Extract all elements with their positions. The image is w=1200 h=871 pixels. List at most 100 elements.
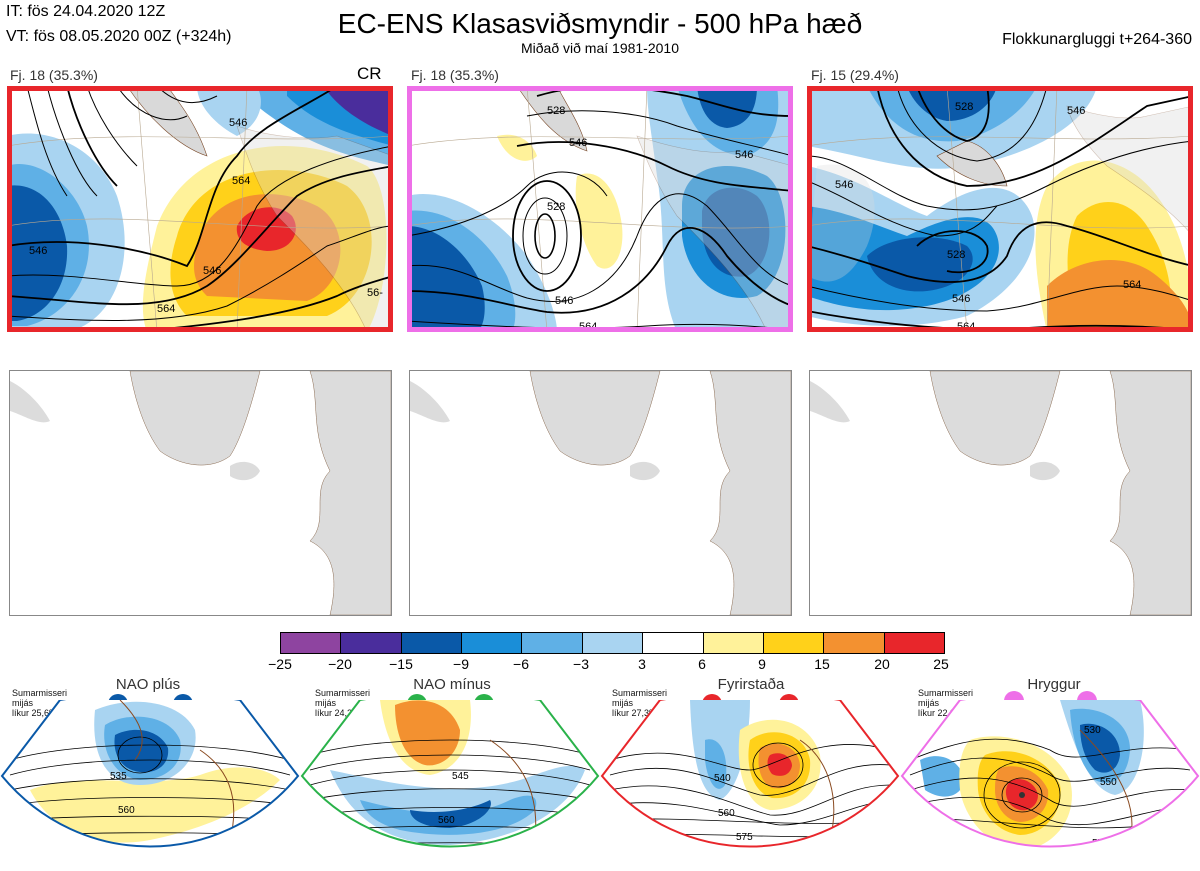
regime-title-blocking: Fyrirstaða [717,676,785,693]
nao-plus-fan-outline [0,700,300,848]
regime-title-nao-plus: NAO plús [115,676,181,693]
colorbar-tick: 3 [638,656,646,672]
panel-1-cr-label: CR [357,64,382,83]
regime-title-nao-minus: NAO mínus [413,676,491,693]
nao-plus-contour-label: 535 [110,771,127,782]
colorbar-tick: −20 [328,656,352,672]
cluster-map-2-svg: 528 546 528 546 546 564 [407,86,793,332]
colorbar-tick: 25 [933,656,949,672]
panel-3-contour-label: 528 [955,101,973,113]
panel-1-contour-label: 546 [229,117,247,129]
colorbar-tick: 20 [874,656,890,672]
panel-3-contour-label: 564 [1123,279,1141,291]
ridge-contour-label: 550 [1100,777,1117,788]
note-line: Sumarmisseri [315,688,371,698]
blocking-contour-label: 540 [714,773,731,784]
colorbar-segment [462,633,523,653]
colorbar-tick: −3 [573,656,589,672]
valid-time: VT: fös 08.05.2020 00Z (+324h) [6,28,232,45]
page-subtitle: Miðað við maí 1981-2010 [521,40,679,56]
note-line: Sumarmisseri [612,688,668,698]
note-line: Sumarmisseri [12,688,68,698]
panel-2-frame [407,86,793,332]
regime-note-nao-minus: Sumarmisseri mijás líkur 24,2% [315,688,370,718]
colorbar-segment [763,633,825,653]
regime-map-nao-minus: 545 560 575 [300,700,600,860]
panel-1-contour-label: 56- [367,287,383,299]
colorbar-tick: −9 [453,656,469,672]
panel-1-label: Fj. 18 (35.3%) [10,67,98,83]
panel-2-contour-label: 546 [735,149,753,161]
classification-window: Flokkunargluggi t+264-360 [1002,31,1192,48]
nao-minus-contour-label: 545 [452,771,469,782]
colorbar-tick: −6 [513,656,529,672]
note-line: mijás [315,698,337,708]
note-line: líkur 27,3% [612,708,658,718]
colorbar-segment [401,633,463,653]
panel-2-label: Fj. 18 (35.3%) [411,67,499,83]
colorbar-segment [884,633,944,653]
panel-2-contour-label: 546 [569,137,587,149]
cluster-map-1-svg: 546 546 564 546 564 56- [7,86,393,332]
base-map-3 [809,370,1192,616]
cluster-map-panel-3: 528 546 546 528 546 564 564 [807,86,1193,332]
base-map-2-svg [410,371,791,615]
base-map-3-svg [810,371,1191,615]
regime-note-blocking: Sumarmisseri mijás líkur 27,3% [612,688,667,718]
colorbar-segment [824,633,885,653]
colorbar-tick: 15 [814,656,830,672]
nao-plus-contour-label: 560 [118,805,135,816]
colorbar-tick: −25 [268,656,292,672]
regime-map-ridge: 530 550 575 [900,700,1200,848]
cluster-map-panel-1: 546 546 564 546 564 56- [7,86,393,332]
panel-3-contour-label: 546 [1067,105,1085,117]
panel-3-contour-label: 546 [952,293,970,305]
nao-minus-fan-outline [300,700,600,848]
panel-1-contour-label: 564 [232,175,250,187]
blocking-contour-label: 575 [736,832,753,843]
blocking-contour-label: 560 [718,808,735,819]
colorbar-segment [643,633,704,653]
note-line: líkur 24,2% [315,708,361,718]
ridge-fan-outline [900,700,1200,848]
blocking-fan-outline [600,700,900,848]
panel-1-contour-label: 546 [203,265,221,277]
regime-map-blocking: 540 560 575 [600,700,900,848]
panel-1-frame [7,86,393,332]
panel-2-contour-label: 528 [547,105,565,117]
note-line: líkur 25,6% [12,708,58,718]
regime-map-nao-plus: 535 560 [0,700,300,848]
note-line: mijás [12,698,34,708]
panel-3-contour-label: 546 [835,179,853,191]
note-line: Sumarmisseri [918,688,974,698]
note-line: líkur 22,9% [918,708,964,718]
base-map-1 [9,370,392,616]
colorbar-tick: −15 [389,656,413,672]
colorbar-segment [522,633,583,653]
panel-2-contour-label: 528 [547,201,565,213]
panel-1-contour-label: 546 [29,245,47,257]
colorbar-segment [341,633,402,653]
nao-minus-contour-label: 575 [446,849,463,860]
regime-note-ridge: Sumarmisseri mijás líkur 22,9% [918,688,973,718]
regime-note-nao-plus: Sumarmisseri mijás líkur 25,6% [12,688,67,718]
base-map-2 [409,370,792,616]
page-title: EC-ENS Klasasviðsmyndir - 500 hPa hæð [337,8,863,39]
colorbar-segment [582,633,644,653]
note-line: mijás [612,698,634,708]
ridge-contour-label: 530 [1084,725,1101,736]
colorbar-segment [281,633,342,653]
panel-2-contour-label: 564 [579,321,597,332]
panel-3-frame [807,86,1193,332]
panel-3-label: Fj. 15 (29.4%) [811,67,899,83]
cluster-map-panel-2: 528 546 528 546 546 564 [407,86,793,332]
issue-time: IT: fös 24.04.2020 12Z [6,3,166,20]
panel-3-contour-label: 564 [957,321,975,332]
cluster-map-3-svg: 528 546 546 528 546 564 564 [807,86,1193,332]
colorbar-segment [703,633,764,653]
regime-title-ridge: Hryggur [1027,676,1081,693]
colorbar [280,632,945,654]
note-line: mijás [918,698,940,708]
base-map-1-svg [10,371,391,615]
colorbar-tick: 9 [758,656,766,672]
